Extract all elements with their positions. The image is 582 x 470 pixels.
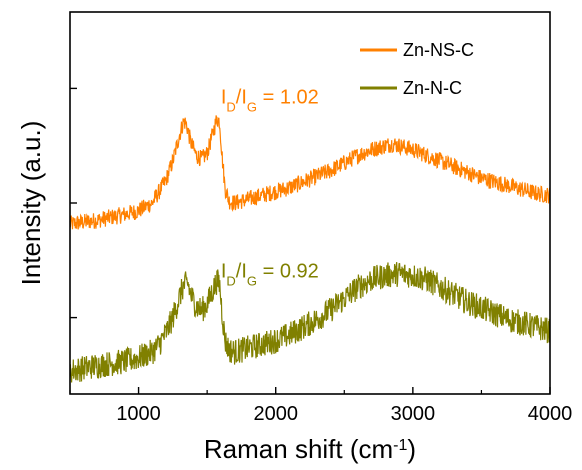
x-tick-label: 2000 bbox=[253, 403, 298, 425]
legend-label-zn-ns-c: Zn-NS-C bbox=[403, 40, 474, 60]
x-tick-label: 1000 bbox=[116, 403, 161, 425]
annotation-id-ig-zn-n-c: ID/IG = 0.92 bbox=[221, 260, 319, 288]
x-axis-ticks: 1000 2000 3000 4000 bbox=[69, 387, 573, 425]
y-axis-label: Intensity (a.u.) bbox=[16, 121, 46, 286]
series-line-zn-ns-c bbox=[69, 115, 551, 230]
legend-label-zn-n-c: Zn-N-C bbox=[403, 78, 462, 98]
y-axis-ticks bbox=[70, 87, 77, 319]
series-line-zn-n-c bbox=[69, 262, 551, 383]
x-tick-label: 3000 bbox=[391, 403, 436, 425]
legend-item-zn-ns-c: Zn-NS-C bbox=[360, 40, 474, 60]
x-tick-label: 4000 bbox=[528, 403, 573, 425]
annotation-id-ig-zn-ns-c: ID/IG = 1.02 bbox=[221, 87, 319, 115]
legend: Zn-NS-C Zn-N-C bbox=[360, 40, 474, 98]
x-axis-label: Raman shift (cm-1) bbox=[204, 434, 416, 464]
legend-item-zn-n-c: Zn-N-C bbox=[360, 78, 462, 98]
series-lines bbox=[69, 115, 551, 383]
